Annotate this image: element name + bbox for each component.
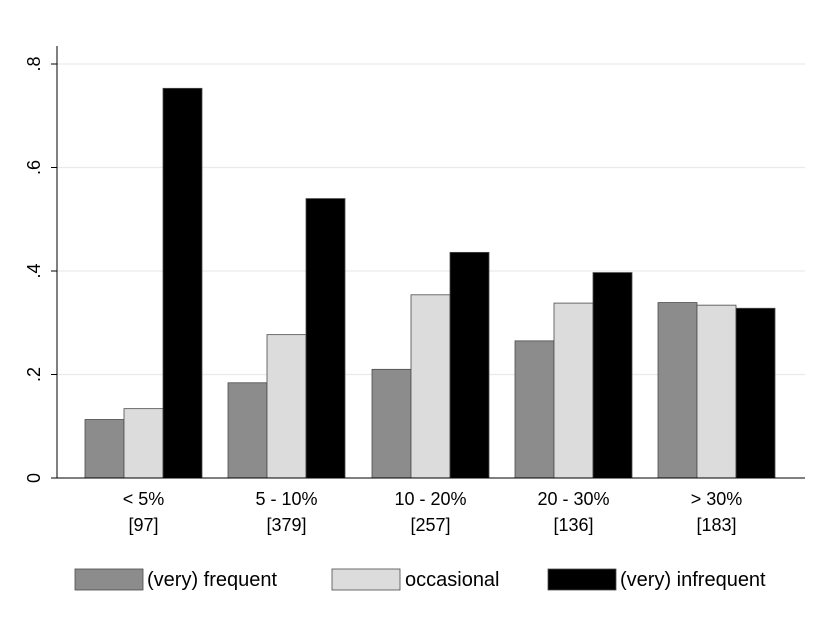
x-tick-label: > 30% xyxy=(691,489,743,509)
bar-occasional xyxy=(123,408,164,479)
bar-very-frequent xyxy=(514,340,555,479)
bar-very-infrequent xyxy=(305,198,346,479)
x-tick-count: [379] xyxy=(266,515,306,535)
bar-very-frequent xyxy=(227,382,268,479)
y-tick-label: .4 xyxy=(24,263,44,278)
x-tick-count: [183] xyxy=(696,515,736,535)
bars xyxy=(84,87,776,479)
bar-very-frequent xyxy=(657,302,698,479)
bar-occasional xyxy=(410,294,451,479)
y-tick-label: .2 xyxy=(24,367,44,382)
bar-very-infrequent xyxy=(735,307,776,479)
legend-swatch xyxy=(547,568,617,591)
x-tick-count: [257] xyxy=(410,515,450,535)
bar-occasional xyxy=(553,302,594,479)
x-tick-label: 10 - 20% xyxy=(394,489,466,509)
axes xyxy=(51,46,805,479)
bar-very-infrequent xyxy=(449,251,490,479)
bar-very-frequent xyxy=(371,368,412,479)
x-tick-label: 20 - 30% xyxy=(537,489,609,509)
legend-label: (very) frequent xyxy=(147,569,277,591)
legend-swatch xyxy=(74,568,144,591)
x-tick-labels: < 5% [97] 5 - 10% [379] 10 - 20% [257] 20 - 30… xyxy=(123,489,743,535)
x-tick-label: < 5% xyxy=(123,489,165,509)
x-tick-count: [97] xyxy=(128,515,158,535)
x-tick-label: 5 - 10% xyxy=(255,489,317,509)
legend-label: occasional xyxy=(405,569,500,591)
legend: (very) frequent occasional (very) infreque… xyxy=(74,568,766,591)
y-tick-label: .6 xyxy=(24,160,44,175)
y-tick-label: .8 xyxy=(24,56,44,71)
legend-label: (very) infrequent xyxy=(620,569,766,591)
bar-very-infrequent xyxy=(592,272,633,479)
bar-occasional xyxy=(696,304,737,479)
x-tick-count: [136] xyxy=(553,515,593,535)
legend-swatch xyxy=(331,568,401,591)
bar-very-frequent xyxy=(84,419,125,479)
bar-occasional xyxy=(266,334,307,479)
y-tick-label: 0 xyxy=(24,473,44,483)
bar-very-infrequent xyxy=(162,87,203,479)
y-tick-labels: 0 .2 .4 .6 .8 xyxy=(24,56,44,483)
